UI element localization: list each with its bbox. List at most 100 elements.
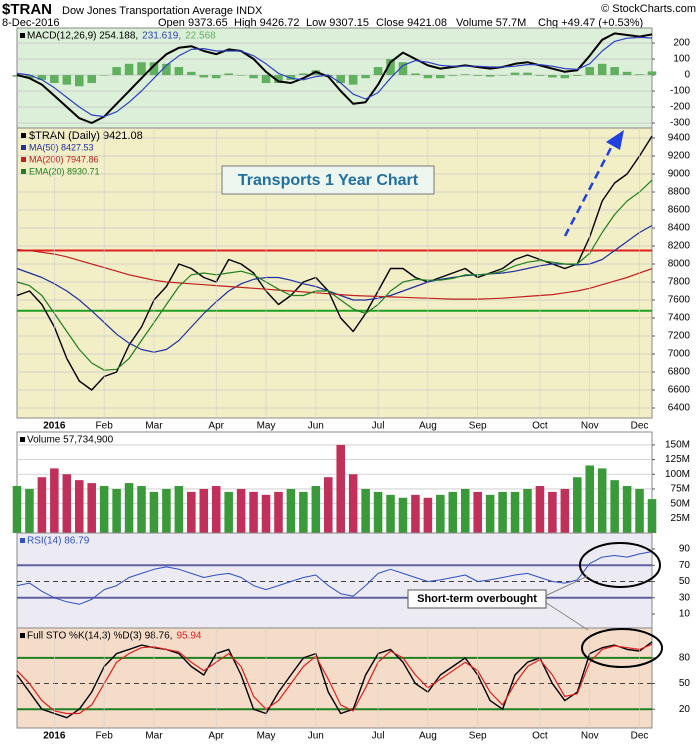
x-tick-label: Apr [208, 421, 224, 432]
bar [498, 491, 507, 533]
y-tick-label: 20 [679, 704, 691, 715]
trend-arrow [563, 141, 616, 237]
bar [50, 468, 59, 533]
legend-entry: MACD(12,26,9) 254.188, [27, 31, 138, 42]
x-tick-label: Dec [631, 731, 649, 742]
bar [523, 72, 532, 76]
overlay [544, 130, 663, 668]
legend-swatch [21, 145, 26, 150]
bar [124, 483, 134, 533]
legend-entry: MA(50) 8427.53 [29, 142, 94, 152]
y-tick-label: 8400 [668, 223, 691, 234]
series-line [16, 36, 653, 118]
bar [274, 75, 283, 84]
index-name: Dow Jones Transportation Average INDX [62, 5, 263, 17]
bar [436, 494, 445, 533]
bar [324, 477, 333, 533]
bar [299, 73, 308, 76]
bar [236, 75, 246, 76]
x-tick-label: 2016 [43, 731, 66, 742]
bar [448, 491, 458, 533]
bar [485, 75, 495, 77]
y-tick-label: 100 [673, 54, 690, 65]
bar [460, 74, 470, 76]
y-tick-label: 25M [671, 513, 690, 524]
y-tick-label: 50 [679, 576, 691, 587]
y-tick-label: 7600 [668, 295, 691, 306]
bar [261, 494, 271, 533]
legend-entry: Volume 57,734,900 [27, 435, 114, 446]
volume: Volume 57.7M [456, 17, 526, 29]
y-tick-label: -100 [670, 86, 690, 97]
bar [361, 75, 370, 79]
bar [573, 75, 582, 76]
y-tick-label: 70 [679, 560, 691, 571]
callout-line [544, 575, 589, 597]
bar [386, 494, 395, 533]
y-tick-label: 0 [684, 70, 690, 81]
annotation: Transports 1 Year Chart [238, 172, 419, 189]
bar [585, 465, 595, 533]
y-tick-label: 7200 [668, 331, 691, 342]
y-tick-label: 7800 [668, 277, 691, 288]
y-tick-label: 6800 [668, 367, 691, 378]
bar [162, 488, 171, 533]
x-tick-label: Aug [419, 731, 437, 742]
bar [423, 497, 433, 533]
y-tick-label: 8000 [668, 259, 691, 270]
x-tick-label: Apr [208, 731, 224, 742]
legend-swatch [20, 633, 25, 638]
bar [647, 71, 657, 76]
series-line [16, 551, 653, 605]
legend-entry: Full STO %K(14,3) %D(3) 98.76, [27, 631, 172, 642]
x-tick-label: Nov [581, 731, 599, 742]
date: 8-Dec-2016 [2, 17, 59, 29]
legend-swatch [20, 437, 25, 442]
series-line [16, 224, 653, 353]
panel-background [16, 627, 653, 729]
bar [535, 486, 545, 533]
bar [398, 497, 408, 533]
bar [560, 75, 570, 79]
bar [560, 488, 570, 533]
bar [336, 444, 345, 533]
y-tick-label: 30 [679, 592, 691, 603]
credit: © StockCharts.com [601, 3, 696, 15]
legend-entry: 95.94 [176, 631, 201, 642]
x-tick-label: Jul [372, 421, 385, 432]
bar [622, 71, 632, 76]
panel-background [16, 27, 653, 129]
bar [398, 62, 408, 76]
bar [112, 67, 121, 76]
bar [635, 74, 644, 76]
x-tick-label: Feb [96, 731, 114, 742]
x-tick-label: Nov [581, 421, 599, 432]
annotation-box [407, 589, 547, 609]
y-tick-label: 200 [673, 38, 690, 49]
bar [423, 75, 433, 79]
y-tick-label: 8800 [668, 187, 691, 198]
y-tick-label: 50M [671, 498, 690, 509]
bar [411, 494, 420, 533]
legend-swatch [20, 538, 25, 543]
legend-entry: 231.619, [142, 31, 181, 42]
bar [25, 75, 34, 79]
x-tick-label: Jun [308, 421, 324, 432]
x-tick-label: Jun [308, 731, 324, 742]
x-tick-label: Mar [145, 421, 163, 432]
legend-entry: MA(200) 7947.86 [29, 154, 99, 164]
sto-ellipse [581, 628, 663, 668]
bar [211, 75, 221, 79]
bar [286, 75, 296, 80]
callout-line [544, 601, 589, 631]
bar [386, 59, 395, 76]
x-tick-label: Jul [372, 731, 385, 742]
bar [37, 75, 47, 80]
bar [37, 477, 47, 533]
y-tick-label: 6400 [668, 403, 691, 414]
series-line [16, 641, 653, 719]
y-tick-label: 90 [679, 544, 691, 555]
change: Chg +49.47 (+0.53%) [538, 17, 643, 29]
bar [199, 75, 209, 78]
bar [411, 73, 420, 76]
